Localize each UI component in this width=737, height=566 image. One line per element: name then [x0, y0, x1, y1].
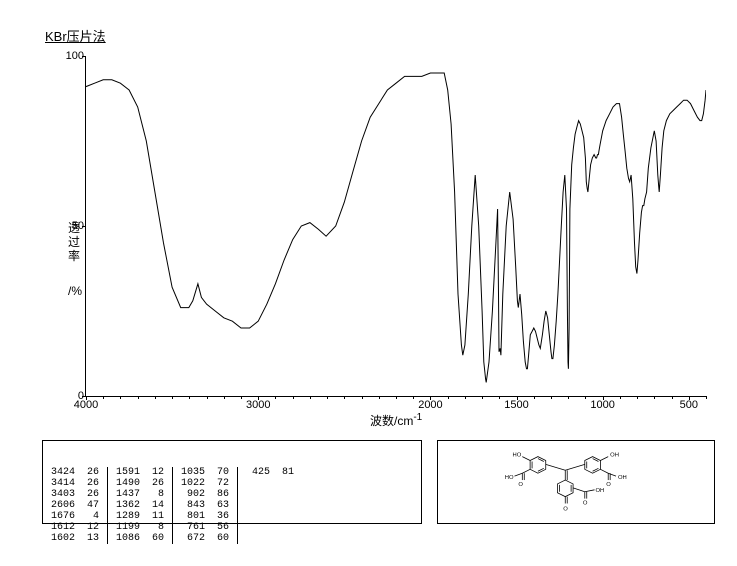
xtick-label: 4000 [74, 399, 98, 411]
svg-text:HO: HO [505, 475, 514, 481]
spectrum-line [86, 56, 706, 396]
svg-text:OH: OH [618, 475, 627, 481]
molecule-svg: HO OH O HO O OH O O OH [438, 441, 714, 523]
peak-column: 1591 12 1490 26 1437 8 1362 14 1289 11 1… [108, 467, 173, 544]
xtick-label: 1500 [504, 399, 528, 411]
svg-text:OH: OH [596, 488, 605, 494]
ytick-label: 50 [64, 220, 84, 232]
xtick-label: 500 [680, 399, 698, 411]
svg-text:HO: HO [513, 453, 522, 459]
svg-text:O: O [606, 482, 611, 488]
xtick-label: 2000 [418, 399, 442, 411]
y-axis-label-pct: /% [68, 284, 82, 298]
svg-text:O: O [518, 482, 523, 488]
peak-column: 1035 70 1022 72 902 86 843 63 801 36 761… [173, 467, 238, 544]
xtick-label: 1000 [590, 399, 614, 411]
bottom-panels: 3424 26 3414 26 3403 26 2606 47 1676 4 1… [42, 440, 712, 520]
xtick-label: 3000 [246, 399, 270, 411]
method-title: KBr压片法 [45, 26, 106, 45]
svg-text:O: O [563, 506, 568, 512]
ir-spectrum-chart: 透过率 /% 05010040003000200015001000500 波数/… [60, 56, 705, 416]
svg-text:O: O [583, 500, 588, 506]
plot-area: 05010040003000200015001000500 [85, 56, 706, 397]
x-axis-label: 波数/cm-1 [370, 412, 422, 429]
peak-column: 425 81 [238, 467, 413, 544]
peak-column: 3424 26 3414 26 3403 26 2606 47 1676 4 1… [51, 467, 108, 544]
ytick-label: 100 [64, 50, 84, 62]
molecule-structure: HO OH O HO O OH O O OH [437, 440, 715, 524]
svg-text:OH: OH [610, 453, 619, 459]
peak-table: 3424 26 3414 26 3403 26 2606 47 1676 4 1… [42, 440, 422, 524]
